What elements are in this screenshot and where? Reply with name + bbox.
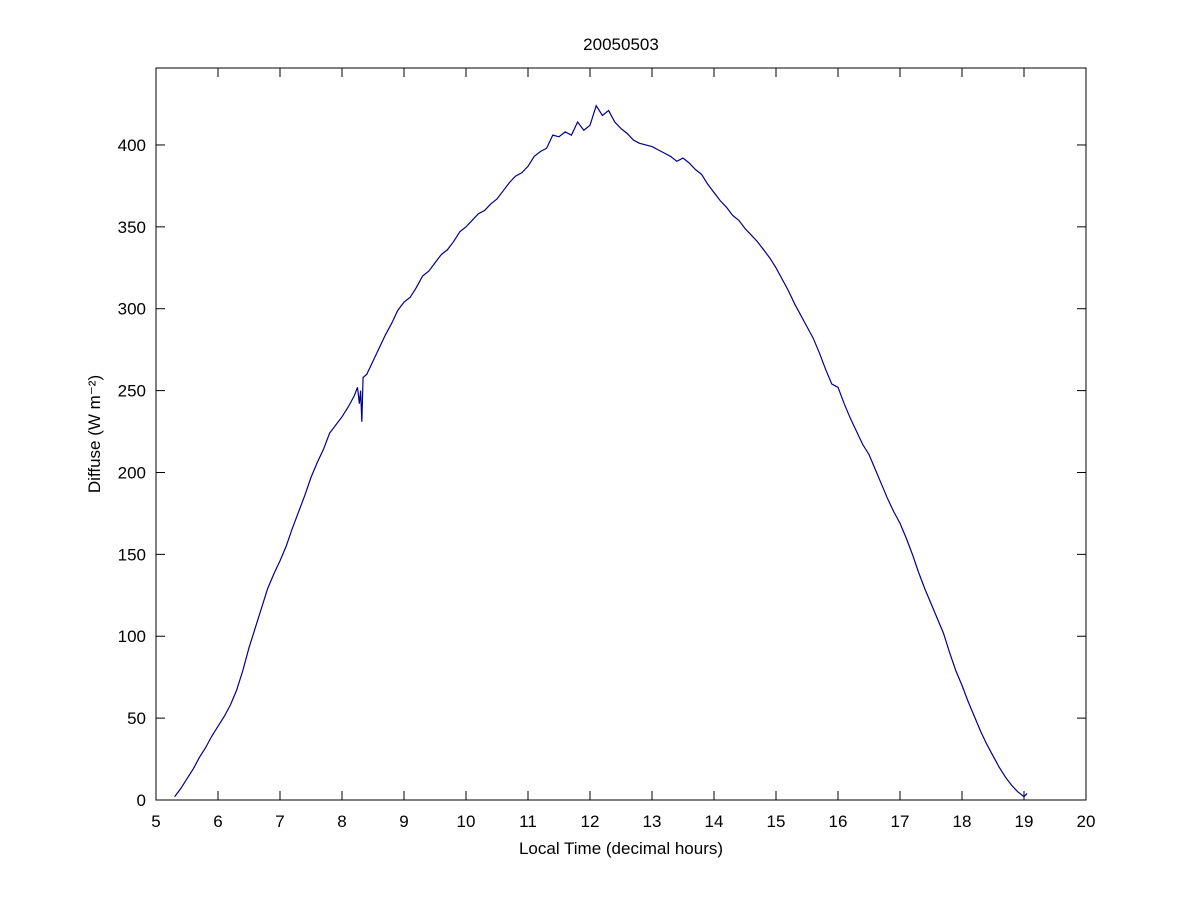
x-tick-label: 15 — [767, 812, 786, 831]
data-line — [174, 104, 1028, 798]
x-tick-label: 20 — [1077, 812, 1096, 831]
x-tick-label: 14 — [705, 812, 724, 831]
x-tick-label: 18 — [953, 812, 972, 831]
x-tick-label: 7 — [275, 812, 284, 831]
y-tick-label: 0 — [137, 791, 146, 810]
y-tick-label: 150 — [118, 545, 146, 564]
x-tick-label: 6 — [213, 812, 222, 831]
x-tick-label: 9 — [399, 812, 408, 831]
plot-area — [155, 67, 1087, 801]
y-tick-label: 250 — [118, 382, 146, 401]
y-tick-label: 400 — [118, 136, 146, 155]
x-tick-label: 5 — [151, 812, 160, 831]
x-tick-label: 17 — [891, 812, 910, 831]
x-tick-label: 8 — [337, 812, 346, 831]
y-tick-label: 50 — [127, 709, 146, 728]
chart-title: 20050503 — [583, 35, 659, 54]
x-tick-label: 10 — [457, 812, 476, 831]
y-tick-label: 100 — [118, 627, 146, 646]
x-tick-label: 13 — [643, 812, 662, 831]
x-axis-label: Local Time (decimal hours) — [519, 839, 723, 858]
y-tick-label: 300 — [118, 300, 146, 319]
x-tick-label: 12 — [581, 812, 600, 831]
y-axis-label: Diffuse (W m⁻²) — [85, 375, 104, 493]
x-tick-label: 16 — [829, 812, 848, 831]
x-tick-label: 11 — [519, 812, 537, 831]
y-tick-label: 200 — [118, 463, 146, 482]
x-tick-label: 19 — [1015, 812, 1034, 831]
y-tick-label: 350 — [118, 218, 146, 237]
